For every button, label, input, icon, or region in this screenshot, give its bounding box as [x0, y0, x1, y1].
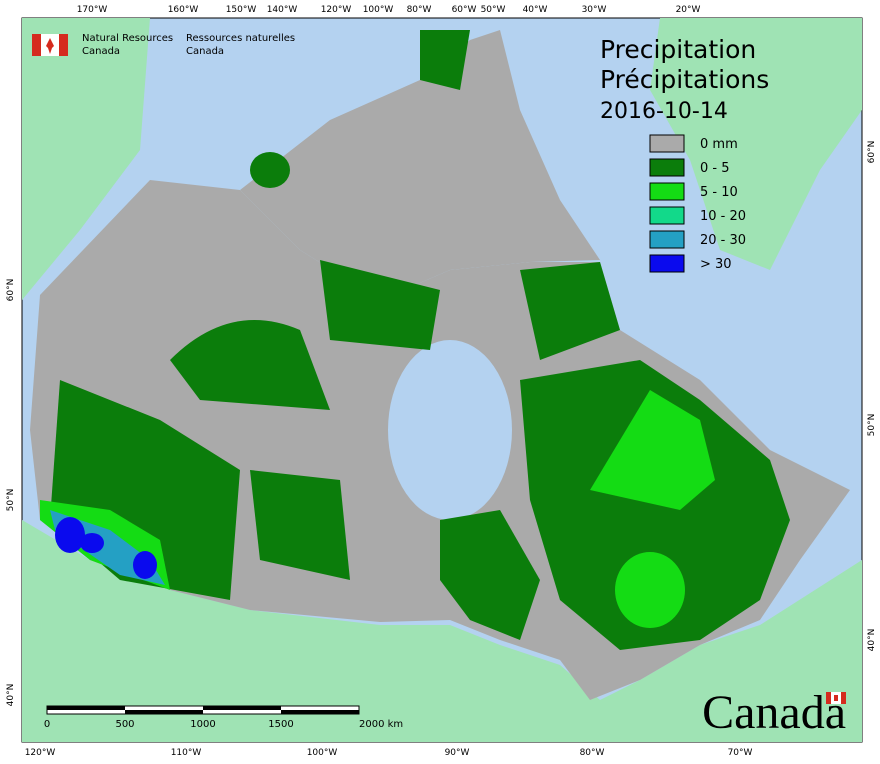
flag-bar	[59, 34, 68, 56]
wordmark-flag	[841, 692, 846, 704]
wordmark-flag	[834, 695, 838, 701]
agency-fr: Canada	[186, 46, 224, 57]
scale-bar-label: 500	[115, 719, 134, 730]
latitude-label: 60°N	[867, 141, 877, 164]
latitude-label: 40°N	[6, 684, 16, 707]
longitude-label: 110°W	[171, 748, 202, 758]
longitude-label: 150°W	[226, 5, 257, 15]
wordmark: Canada	[702, 686, 846, 739]
scale-bar: 0 500 1000 1500 2000 km	[44, 705, 403, 730]
agency-en: Canada	[82, 46, 120, 57]
longitude-label: 60°W	[452, 5, 477, 15]
legend-swatch	[649, 254, 685, 273]
latitude-label: 60°N	[6, 279, 16, 302]
legend-swatch	[649, 158, 685, 177]
graticule-labels: 170°W 160°W 150°W 140°W 120°W 100°W 80°W 60°W 50…	[6, 5, 877, 758]
wordmark-flag	[826, 692, 831, 704]
legend-label: 0 - 5	[700, 161, 730, 176]
longitude-label: 100°W	[307, 748, 338, 758]
longitude-label: 100°W	[363, 5, 394, 15]
longitude-label: 30°W	[582, 5, 607, 15]
scale-bar-segment	[125, 710, 203, 714]
title: Précipitations	[600, 65, 769, 94]
flag-leaf	[46, 38, 54, 54]
scale-bar-segment	[281, 710, 359, 714]
longitude-label: 140°W	[267, 5, 298, 15]
longitude-label: 20°W	[676, 5, 701, 15]
latitude-label: 50°N	[867, 414, 877, 437]
legend-swatch	[649, 182, 685, 201]
longitude-label: 170°W	[77, 5, 108, 15]
latitude-label: 50°N	[6, 489, 16, 512]
longitude-label: 40°W	[523, 5, 548, 15]
title: Precipitation	[600, 35, 756, 64]
latitude-label: 40°N	[867, 629, 877, 652]
scale-bar-segment	[47, 706, 125, 710]
legend-label: > 30	[700, 257, 732, 272]
scale-bar-segment	[203, 706, 281, 710]
agency-en: Natural Resources	[82, 33, 173, 44]
scale-bar-label: 1000	[190, 719, 215, 730]
legend-label: 10 - 20	[700, 209, 746, 224]
land	[22, 18, 862, 742]
legend-label: 5 - 10	[700, 185, 738, 200]
longitude-label: 90°W	[445, 748, 470, 758]
longitude-label: 50°W	[481, 5, 506, 15]
longitude-label: 120°W	[321, 5, 352, 15]
legend-swatch	[649, 230, 685, 249]
longitude-label: 80°W	[580, 748, 605, 758]
legend-swatch	[649, 206, 685, 225]
agency-fr: Ressources naturelles	[186, 33, 295, 44]
date: 2016-10-14	[600, 99, 728, 124]
longitude-label: 120°W	[25, 748, 56, 758]
legend-label: 0 mm	[700, 137, 738, 152]
legend: 0 mm 0 - 5 5 - 10 10 - 20 20 - 30 > 30	[649, 134, 746, 273]
scale-bar-label: 2000 km	[359, 719, 403, 730]
longitude-label: 160°W	[168, 5, 199, 15]
flag-bar	[32, 34, 41, 56]
scale-bar-label: 0	[44, 719, 50, 730]
legend-label: 20 - 30	[700, 233, 746, 248]
longitude-label: 80°W	[407, 5, 432, 15]
scale-bar-label: 1500	[268, 719, 293, 730]
legend-swatch	[649, 134, 685, 153]
longitude-label: 70°W	[728, 748, 753, 758]
